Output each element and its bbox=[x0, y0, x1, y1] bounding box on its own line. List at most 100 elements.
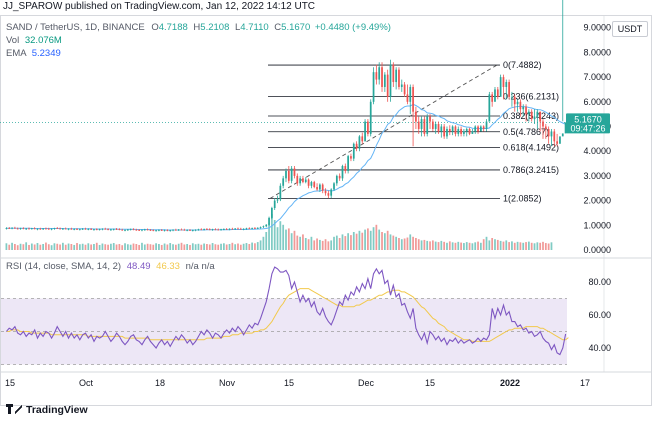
candle-body bbox=[189, 229, 191, 231]
volume-bar bbox=[211, 243, 214, 250]
volume-bar bbox=[530, 242, 533, 250]
symbol-title[interactable]: SAND / TetherUS, 1D, BINANCE bbox=[6, 22, 145, 33]
fib-level-label: 0.618(4.1492) bbox=[503, 143, 559, 153]
volume-bar bbox=[208, 244, 211, 250]
candle-body bbox=[152, 230, 155, 232]
open-label: O bbox=[151, 22, 159, 33]
rsi-legend[interactable]: RSI (14, close, SMA, 14, 2) 48.49 46.33 … bbox=[6, 261, 215, 272]
volume-bar bbox=[367, 228, 369, 250]
candle-body bbox=[302, 178, 304, 183]
volume-bar bbox=[383, 233, 386, 250]
volume-bar bbox=[477, 241, 479, 250]
candle-body bbox=[400, 84, 403, 87]
candle-body bbox=[412, 86, 414, 112]
candle-body bbox=[90, 229, 93, 230]
volume-bar bbox=[158, 244, 160, 250]
last-price-value: 5.1670 bbox=[574, 114, 602, 124]
volume-bar bbox=[341, 234, 344, 250]
candle-body bbox=[333, 183, 335, 190]
volume-bar bbox=[457, 241, 460, 250]
volume-bar bbox=[121, 245, 124, 250]
volume-bar bbox=[28, 244, 30, 250]
volume-bar bbox=[19, 243, 22, 250]
volume-bar bbox=[16, 245, 19, 250]
volume-bar bbox=[327, 241, 330, 250]
volume-bar bbox=[271, 214, 273, 250]
volume-bar bbox=[344, 236, 347, 250]
candle-body bbox=[415, 111, 417, 122]
candle-body bbox=[73, 229, 76, 230]
candle-body bbox=[98, 229, 101, 231]
candle-body bbox=[386, 74, 389, 97]
high-label: H bbox=[193, 22, 201, 33]
ema-legend[interactable]: EMA 5.2349 bbox=[6, 48, 61, 59]
candle-body bbox=[234, 228, 237, 230]
currency-button[interactable]: USDT bbox=[612, 21, 648, 37]
volume-bar bbox=[296, 235, 299, 250]
volume-bar bbox=[47, 244, 50, 250]
volume-bar bbox=[177, 243, 180, 250]
candle-body bbox=[499, 77, 502, 97]
volume-bar bbox=[59, 244, 61, 250]
volume-bar bbox=[135, 244, 138, 250]
candle-body bbox=[84, 228, 87, 230]
candle-body bbox=[513, 96, 516, 105]
candle-body bbox=[358, 136, 361, 149]
candle-body bbox=[206, 229, 208, 230]
volume-bar bbox=[152, 244, 155, 250]
volume-bar bbox=[485, 236, 488, 250]
candle-body bbox=[542, 121, 544, 127]
volume-bar bbox=[406, 237, 409, 250]
volume-bar bbox=[454, 242, 457, 250]
candle-body bbox=[389, 64, 392, 97]
candle-body bbox=[539, 111, 542, 122]
volume-bar bbox=[508, 242, 510, 250]
volume-bar bbox=[544, 243, 547, 250]
volume-bar bbox=[118, 244, 121, 250]
ema-layer bbox=[6, 103, 569, 231]
volume-bar bbox=[319, 239, 321, 250]
candle-body bbox=[166, 230, 169, 232]
candle-body bbox=[559, 136, 561, 144]
volume-bar bbox=[104, 244, 107, 250]
volume-bar bbox=[78, 244, 81, 250]
volume-bar bbox=[200, 244, 203, 250]
volume-bar bbox=[155, 243, 157, 250]
volume-bar bbox=[180, 242, 183, 250]
volume-bar bbox=[499, 240, 502, 250]
candle-body bbox=[519, 101, 522, 110]
candle-body bbox=[93, 229, 95, 231]
volume-bar bbox=[98, 244, 101, 250]
candle-body bbox=[50, 228, 53, 230]
candle-body bbox=[420, 119, 423, 129]
candle-body bbox=[474, 126, 477, 132]
volume-bar bbox=[482, 239, 485, 250]
high-value: 5.2108 bbox=[200, 22, 230, 33]
volume-bar bbox=[183, 244, 186, 250]
candle-body bbox=[508, 82, 510, 97]
countdown-value: 09:47:26 bbox=[570, 123, 605, 133]
candle-body bbox=[556, 141, 558, 144]
time-axis-label: Dec bbox=[358, 378, 375, 388]
volume-bar bbox=[446, 242, 448, 250]
candle-body bbox=[285, 170, 287, 179]
volume-bar bbox=[431, 240, 434, 250]
rsi-sma-value: 46.33 bbox=[156, 261, 180, 272]
candle-body bbox=[550, 131, 553, 137]
volume-bar bbox=[239, 244, 242, 250]
volume-bar bbox=[496, 239, 499, 250]
volume-bar bbox=[39, 244, 42, 250]
candle-body bbox=[468, 128, 471, 134]
tradingview-icon bbox=[6, 404, 22, 414]
candle-body bbox=[115, 229, 118, 230]
volume-bar bbox=[90, 244, 93, 250]
volume-legend[interactable]: Vol 32.076M bbox=[6, 35, 62, 46]
candle-body bbox=[30, 228, 33, 230]
price-axis-label: 1.0000 bbox=[583, 220, 611, 230]
volume-bar bbox=[355, 233, 358, 250]
tradingview-logo[interactable]: TradingView bbox=[6, 404, 88, 416]
volume-bar bbox=[64, 244, 67, 250]
volume-bar bbox=[511, 241, 513, 250]
candle-body bbox=[78, 229, 81, 230]
